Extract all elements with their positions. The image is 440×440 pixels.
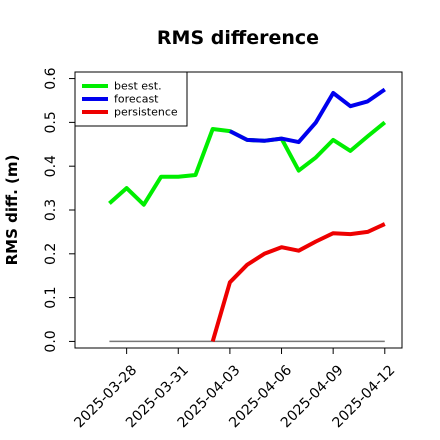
y-axis: 0.0 0.1 0.2 0.3 0.4 0.5 0.6	[43, 67, 75, 353]
y-tick-label: 0.4	[43, 155, 59, 177]
series-line-forecast	[228, 87, 386, 145]
y-tick-label: 0.2	[43, 243, 59, 265]
y-tick-label: 0.3	[43, 199, 59, 221]
legend-label: forecast	[114, 93, 159, 106]
y-tick-label: 0.1	[43, 286, 59, 308]
y-tick-label: 0.5	[43, 111, 59, 133]
x-axis: 2025-03-282025-03-312025-04-032025-04-06…	[71, 348, 398, 431]
legend-label: best est.	[114, 80, 162, 93]
series-layer	[108, 87, 387, 343]
y-tick-label: 0.6	[43, 67, 59, 89]
y-axis-label: RMS diff. (m)	[3, 155, 21, 266]
chart-title: RMS difference	[157, 27, 319, 49]
series-line-best-est	[108, 120, 387, 207]
y-tick-label: 0.0	[43, 330, 59, 352]
legend-label: persistence	[114, 106, 178, 119]
series-line-persistence	[210, 222, 386, 342]
